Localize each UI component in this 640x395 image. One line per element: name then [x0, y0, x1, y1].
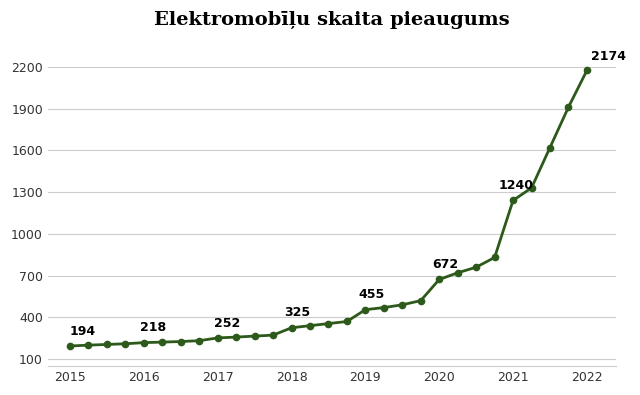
Text: 672: 672	[432, 258, 458, 271]
Text: 2174: 2174	[591, 50, 625, 63]
Text: 325: 325	[284, 307, 310, 320]
Text: 252: 252	[214, 316, 240, 329]
Text: 1240: 1240	[499, 179, 533, 192]
Text: 218: 218	[140, 321, 166, 334]
Text: 455: 455	[358, 288, 384, 301]
Text: 194: 194	[70, 325, 96, 338]
Title: Elektromobīļu skaita pieaugums: Elektromobīļu skaita pieaugums	[154, 11, 510, 29]
